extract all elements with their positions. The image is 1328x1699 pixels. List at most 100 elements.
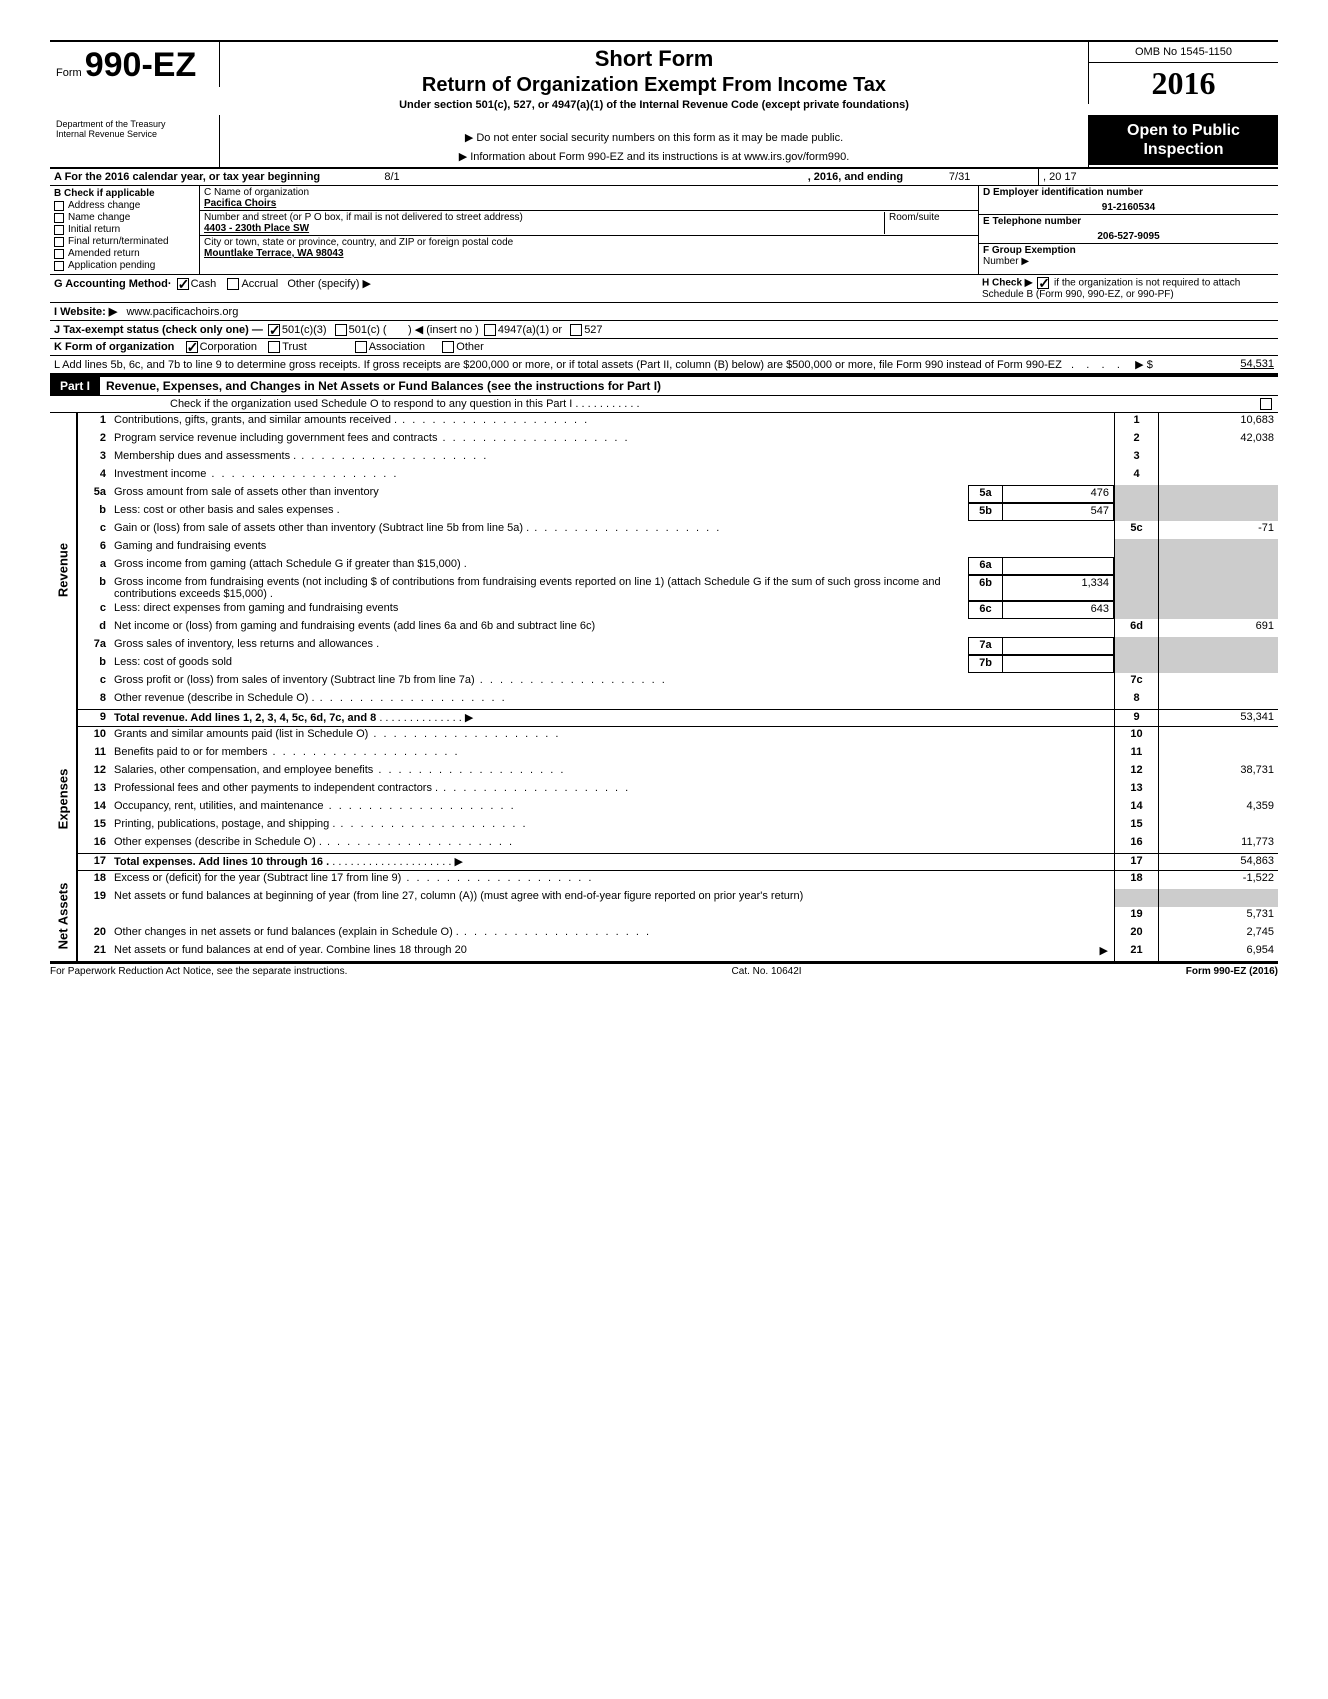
expenses-section: Expenses 10Grants and similar amounts pa… xyxy=(50,727,1278,871)
row-a-mid: , 2016, and ending xyxy=(808,171,903,183)
line-7c-desc: Gross profit or (loss) from sales of inv… xyxy=(112,673,1114,691)
form-number-box: Form 990-EZ xyxy=(50,42,220,87)
line-11-amt xyxy=(1158,745,1278,763)
org-city: Mountlake Terrace, WA 98043 xyxy=(204,248,344,259)
j-label: J Tax-exempt status (check only one) — xyxy=(54,324,263,336)
line-7c-amt xyxy=(1158,673,1278,691)
shaded-cell xyxy=(1114,557,1158,575)
header-row-2: Department of the Treasury Internal Reve… xyxy=(50,115,1278,169)
shaded-cell xyxy=(1158,539,1278,557)
line-8-rn: 8 xyxy=(1114,691,1158,709)
checkbox-icon[interactable] xyxy=(54,225,64,235)
shaded-cell xyxy=(1158,889,1278,907)
line-15-rn: 15 xyxy=(1114,817,1158,835)
checkbox-icon[interactable] xyxy=(54,249,64,259)
line-16-desc: Other expenses (describe in Schedule O) … xyxy=(112,835,1114,853)
line-10-amt xyxy=(1158,727,1278,745)
501c3-label: 501(c)(3) xyxy=(282,324,327,336)
trust-label: Trust xyxy=(282,341,307,353)
line-21-amt: 6,954 xyxy=(1158,943,1278,961)
row-i: I Website: ▶ www.pacificachoirs.org xyxy=(50,303,1278,321)
line-5a-ba: 476 xyxy=(1003,486,1113,502)
line-9-desc: Total revenue. Add lines 1, 2, 3, 4, 5c,… xyxy=(114,712,376,724)
line-20-desc: Other changes in net assets or fund bala… xyxy=(112,925,1114,943)
chk-amended: Amended return xyxy=(68,248,140,259)
line-17-num: 17 xyxy=(78,854,112,870)
line-14-rn: 14 xyxy=(1114,799,1158,817)
form-header: Form 990-EZ Short Form Return of Organiz… xyxy=(50,40,1278,115)
accrual-checkbox[interactable] xyxy=(227,278,239,290)
omb-number: OMB No 1545-1150 xyxy=(1089,42,1278,63)
line-6d-amt: 691 xyxy=(1158,619,1278,637)
other-org-label: Other xyxy=(456,341,484,353)
corp-checkbox[interactable] xyxy=(186,341,198,353)
checkbox-icon[interactable] xyxy=(54,213,64,223)
h-checkbox[interactable] xyxy=(1037,277,1049,289)
527-checkbox[interactable] xyxy=(570,324,582,336)
row-l: L Add lines 5b, 6c, and 7b to line 9 to … xyxy=(50,356,1278,375)
chk-address-change: Address change xyxy=(68,200,140,211)
org-name: Pacifica Choirs xyxy=(204,198,276,209)
shaded-cell xyxy=(1158,601,1278,619)
main-info-grid: B Check if applicable Address change Nam… xyxy=(50,186,1278,275)
line-17-rn: 17 xyxy=(1114,854,1158,870)
short-form-label: Short Form xyxy=(228,46,1080,72)
line-11-desc: Benefits paid to or for members xyxy=(112,745,1114,763)
line-6c-num: c xyxy=(78,601,112,619)
line-20-amt: 2,745 xyxy=(1158,925,1278,943)
line-2-rn: 2 xyxy=(1114,431,1158,449)
scho-checkbox[interactable] xyxy=(1260,398,1272,410)
subtitle: Under section 501(c), 527, or 4947(a)(1)… xyxy=(228,99,1080,111)
line-7a-ba xyxy=(1003,638,1113,654)
4947-checkbox[interactable] xyxy=(484,324,496,336)
ein-value: 91-2160534 xyxy=(983,198,1274,213)
shaded-cell xyxy=(1158,485,1278,503)
501c-label: 501(c) ( xyxy=(349,324,387,336)
501c-checkbox[interactable] xyxy=(335,324,347,336)
line-9-rn: 9 xyxy=(1114,710,1158,726)
row-a-label: A For the 2016 calendar year, or tax yea… xyxy=(54,171,320,183)
line-3-amt xyxy=(1158,449,1278,467)
line-6a-ba xyxy=(1003,558,1113,574)
line-6d-desc: Net income or (loss) from gaming and fun… xyxy=(112,619,1114,637)
inspection-box: Open to Public Inspection xyxy=(1088,115,1278,167)
line-12-desc: Salaries, other compensation, and employ… xyxy=(112,763,1114,781)
dept-box: Department of the Treasury Internal Reve… xyxy=(50,115,220,167)
line-16-num: 16 xyxy=(78,835,112,853)
arrow-icon: ▶ xyxy=(465,712,473,724)
checkbox-icon[interactable] xyxy=(54,237,64,247)
501c3-checkbox[interactable] xyxy=(268,324,280,336)
other-org-checkbox[interactable] xyxy=(442,341,454,353)
line-13-rn: 13 xyxy=(1114,781,1158,799)
checkbox-icon[interactable] xyxy=(54,201,64,211)
line-6b-ba: 1,334 xyxy=(1003,576,1113,600)
line-8-amt xyxy=(1158,691,1278,709)
line-10-desc: Grants and similar amounts paid (list in… xyxy=(112,727,1114,745)
line-20-rn: 20 xyxy=(1114,925,1158,943)
checkbox-icon[interactable] xyxy=(54,261,64,271)
line-6c-desc: Less: direct expenses from gaming and fu… xyxy=(112,601,968,619)
line-7b-ba xyxy=(1003,656,1113,672)
cash-checkbox[interactable] xyxy=(177,278,189,290)
line-7a-num: 7a xyxy=(78,637,112,655)
assoc-checkbox[interactable] xyxy=(355,341,367,353)
chk-name-change: Name change xyxy=(68,212,130,223)
netassets-band: Net Assets xyxy=(50,871,78,961)
trust-checkbox[interactable] xyxy=(268,341,280,353)
return-title: Return of Organization Exempt From Incom… xyxy=(228,74,1080,97)
line-2-amt: 42,038 xyxy=(1158,431,1278,449)
netassets-band-label: Net Assets xyxy=(56,883,71,950)
line-14-num: 14 xyxy=(78,799,112,817)
line-6c-box: 6c xyxy=(969,602,1003,618)
col-b: B Check if applicable Address change Nam… xyxy=(50,186,200,274)
line-18-desc: Excess or (deficit) for the year (Subtra… xyxy=(112,871,1114,889)
shaded-cell xyxy=(1158,557,1278,575)
f-label: F Group Exemption xyxy=(983,245,1076,256)
line-15-num: 15 xyxy=(78,817,112,835)
corp-label: Corporation xyxy=(200,341,257,353)
line-6-desc: Gaming and fundraising events xyxy=(112,539,1114,557)
dept-2: Internal Revenue Service xyxy=(56,129,213,139)
org-address: 4403 - 230th Place SW xyxy=(204,223,309,234)
line-8-desc: Other revenue (describe in Schedule O) . xyxy=(112,691,1114,709)
4947-label: 4947(a)(1) or xyxy=(498,324,562,336)
